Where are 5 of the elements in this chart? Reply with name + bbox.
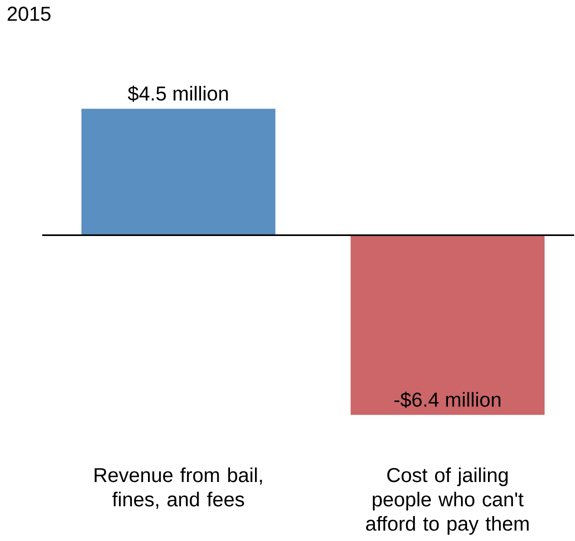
- x-tick-label: Cost of jailing people who can't afford to pay them: [366, 467, 529, 535]
- chart-title: 2015: [8, 6, 50, 21]
- data-label: $4.5 million: [128, 85, 228, 102]
- data-label: -$6.4 million: [394, 392, 500, 408]
- x-tick-label: Revenue from bail, fines, and fees: [94, 467, 262, 509]
